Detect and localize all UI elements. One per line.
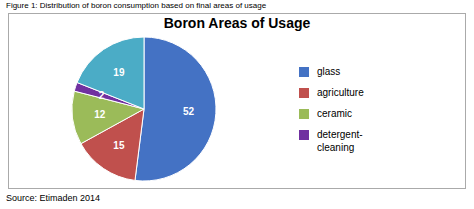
html-text:Figure 1: Distribution of boro: Figure 1: Distribution of boron consumpt… xyxy=(6,1,267,10)
svg-text:52: 52 xyxy=(183,106,195,117)
html-text:Boron Areas of Usage: Boron Areas of Usage xyxy=(163,15,311,31)
svg-text:19: 19 xyxy=(113,67,125,78)
svg-text:12: 12 xyxy=(94,109,106,120)
html-text:ceramic: ceramic xyxy=(317,107,352,119)
html-text:glass: glass xyxy=(317,65,341,77)
html-text:Source: Etimaden 2014: Source: Etimaden 2014 xyxy=(6,193,101,203)
html-text:detergent- cleaning: detergent- cleaning xyxy=(317,128,363,153)
html-text:agriculture: agriculture xyxy=(317,86,364,98)
svg-text:15: 15 xyxy=(113,140,125,151)
svg-text:2: 2 xyxy=(99,90,105,101)
